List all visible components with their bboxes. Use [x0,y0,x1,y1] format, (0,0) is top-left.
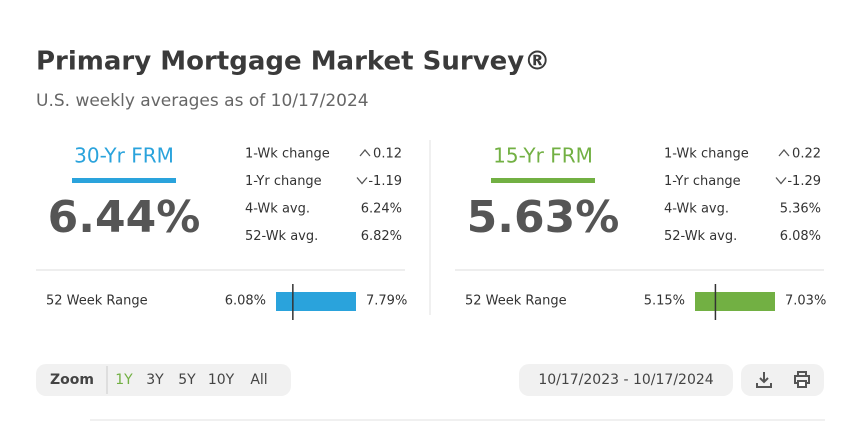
date-range-box[interactable] [519,364,733,396]
rate-value: 5.63% [467,192,620,243]
zoom-option[interactable]: 10Y [208,372,235,388]
title: Primary Mortgage Market Survey® [36,47,550,77]
zoom-option[interactable]: 5Y [178,372,196,388]
zoom-option[interactable]: 3Y [146,372,164,388]
rate-underline [72,178,176,183]
export-bar [741,364,824,396]
range-bar [276,292,356,311]
zoom-option[interactable]: All [250,372,267,388]
stat-label: 4-Wk avg. [664,202,729,217]
rate-underline [491,178,595,183]
stat-label: 1-Yr change [245,174,322,189]
download-button[interactable] [756,372,772,388]
stat-value: 0.12 [373,147,402,162]
stat-label: 1-Yr change [664,174,741,189]
range-low: 6.08% [225,294,266,309]
zoom-label: Zoom [50,372,94,388]
date-range[interactable]: 10/17/2023 - 10/17/2024 [538,372,713,388]
up-arrow [778,148,790,157]
stat-value: 6.24% [361,202,402,217]
range-label: 52 Week Range [465,294,567,309]
rate-value: 6.44% [48,192,201,243]
range-bar [695,292,775,311]
rate-name: 15-Yr FRM [493,144,593,168]
zoom-bar [36,364,291,396]
subtitle: U.S. weekly averages as of 10/17/2024 [36,91,369,111]
stat-label: 4-Wk avg. [245,202,310,217]
stat-value: 0.22 [792,147,821,162]
range-label: 52 Week Range [46,294,148,309]
stat-value: 6.82% [361,229,402,244]
zoom-option[interactable]: 1Y [115,372,133,388]
stat-label: 1-Wk change [664,147,749,162]
range-high: 7.79% [366,294,407,309]
range-low: 5.15% [644,294,685,309]
stat-value: -1.29 [787,174,821,189]
down-arrow [775,177,787,185]
stat-value: -1.19 [368,174,402,189]
stat-label: 52-Wk avg. [664,229,737,244]
range-high: 7.03% [785,294,826,309]
stat-label: 1-Wk change [245,147,330,162]
down-arrow [356,177,368,185]
up-arrow [359,148,371,157]
print-button[interactable] [794,371,810,388]
stat-value: 6.08% [780,229,821,244]
stat-value: 5.36% [780,202,821,217]
rate-name: 30-Yr FRM [74,144,174,168]
stat-label: 52-Wk avg. [245,229,318,244]
